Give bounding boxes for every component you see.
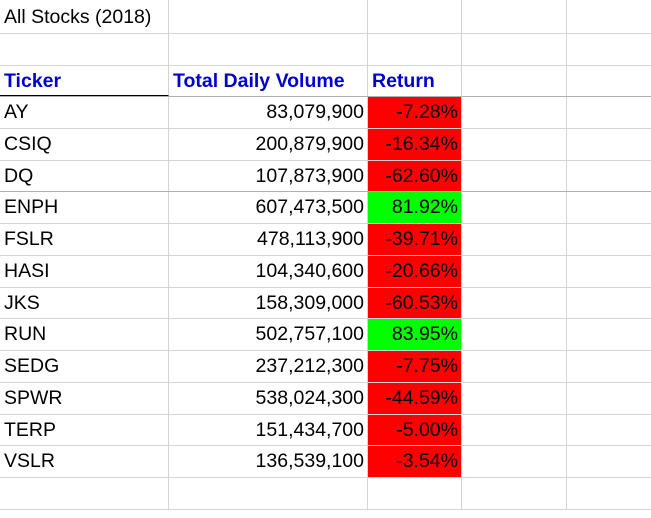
cell-a-last[interactable] — [0, 478, 169, 509]
empty-row-bottom — [0, 478, 651, 510]
return-cell[interactable]: -60.53% — [368, 288, 462, 318]
ticker-cell[interactable]: JKS — [0, 288, 169, 318]
volume-cell[interactable]: 538,024,300 — [169, 383, 368, 414]
cell-a1[interactable] — [0, 0, 169, 33]
cell-e1[interactable] — [567, 0, 651, 33]
empty-cell[interactable] — [567, 288, 651, 318]
cell-d1[interactable] — [462, 0, 567, 33]
return-header[interactable]: Return — [368, 66, 462, 96]
empty-cell[interactable] — [567, 319, 651, 350]
empty-cell[interactable] — [567, 97, 651, 128]
empty-cell[interactable] — [462, 129, 567, 160]
volume-cell[interactable]: 607,473,500 — [169, 192, 368, 223]
empty-row — [0, 34, 651, 66]
header-row: Ticker Total Daily Volume Return — [0, 66, 651, 97]
ticker-header[interactable]: Ticker — [0, 66, 169, 96]
table-row: HASI 104,340,600 -20.66% — [0, 256, 651, 288]
empty-cell[interactable] — [462, 97, 567, 128]
volume-cell[interactable]: 502,757,100 — [169, 319, 368, 350]
return-cell[interactable]: -16.34% — [368, 129, 462, 160]
empty-cell[interactable] — [462, 319, 567, 350]
volume-cell[interactable]: 478,113,900 — [169, 224, 368, 255]
table-row: SEDG 237,212,300 -7.75% — [0, 351, 651, 383]
cell-d-last[interactable] — [462, 478, 567, 509]
table-row: SPWR 538,024,300 -44.59% — [0, 383, 651, 415]
ticker-cell[interactable]: DQ — [0, 161, 169, 191]
table-row: VSLR 136,539,100 -3.54% — [0, 446, 651, 478]
empty-cell[interactable] — [567, 256, 651, 287]
volume-cell[interactable]: 237,212,300 — [169, 351, 368, 382]
ticker-cell[interactable]: HASI — [0, 256, 169, 287]
cell-d2[interactable] — [462, 34, 567, 65]
cell-b1[interactable] — [169, 0, 368, 33]
table-row: TERP 151,434,700 -5.00% — [0, 415, 651, 446]
volume-cell[interactable]: 83,079,900 — [169, 97, 368, 128]
table-row: JKS 158,309,000 -60.53% — [0, 288, 651, 319]
cell-c-last[interactable] — [368, 478, 462, 509]
cell-a2[interactable] — [0, 34, 169, 65]
empty-cell[interactable] — [567, 129, 651, 160]
volume-cell[interactable]: 200,879,900 — [169, 129, 368, 160]
empty-cell[interactable] — [462, 161, 567, 191]
table-row: FSLR 478,113,900 -39.71% — [0, 224, 651, 256]
return-cell[interactable]: -7.75% — [368, 351, 462, 382]
empty-cell[interactable] — [462, 224, 567, 255]
ticker-cell[interactable]: ENPH — [0, 192, 169, 223]
ticker-cell[interactable]: TERP — [0, 415, 169, 445]
return-cell[interactable]: 81.92% — [368, 192, 462, 223]
sheet-title[interactable]: All Stocks (2018) — [4, 6, 152, 28]
table-row: DQ 107,873,900 -62.60% — [0, 161, 651, 192]
empty-cell[interactable] — [567, 192, 651, 223]
empty-cell[interactable] — [567, 224, 651, 255]
empty-cell[interactable] — [462, 256, 567, 287]
empty-cell[interactable] — [462, 383, 567, 414]
ticker-cell[interactable]: RUN — [0, 319, 169, 350]
return-cell[interactable]: -62.60% — [368, 161, 462, 191]
ticker-cell[interactable]: AY — [0, 97, 169, 128]
empty-cell[interactable] — [567, 446, 651, 477]
return-cell[interactable]: -5.00% — [368, 415, 462, 445]
empty-cell[interactable] — [462, 415, 567, 445]
volume-cell[interactable]: 158,309,000 — [169, 288, 368, 318]
cell-c1[interactable] — [368, 0, 462, 33]
cell-d3[interactable] — [462, 66, 567, 96]
table-row: AY 83,079,900 -7.28% — [0, 97, 651, 129]
cell-c2[interactable] — [368, 34, 462, 65]
volume-cell[interactable]: 136,539,100 — [169, 446, 368, 477]
ticker-cell[interactable]: FSLR — [0, 224, 169, 255]
cell-e-last[interactable] — [567, 478, 651, 509]
empty-cell[interactable] — [462, 192, 567, 223]
table-row: ENPH 607,473,500 81.92% — [0, 192, 651, 224]
empty-cell[interactable] — [567, 351, 651, 382]
cell-e2[interactable] — [567, 34, 651, 65]
return-cell[interactable]: -44.59% — [368, 383, 462, 414]
volume-cell[interactable]: 104,340,600 — [169, 256, 368, 287]
empty-cell[interactable] — [567, 383, 651, 414]
return-cell[interactable]: 83.95% — [368, 319, 462, 350]
empty-cell[interactable] — [462, 351, 567, 382]
empty-cell[interactable] — [567, 161, 651, 191]
cell-b2[interactable] — [169, 34, 368, 65]
table-row: CSIQ 200,879,900 -16.34% — [0, 129, 651, 161]
empty-cell[interactable] — [567, 415, 651, 445]
volume-header[interactable]: Total Daily Volume — [169, 66, 368, 96]
return-cell[interactable]: -39.71% — [368, 224, 462, 255]
ticker-cell[interactable]: SPWR — [0, 383, 169, 414]
return-cell[interactable]: -7.28% — [368, 97, 462, 128]
volume-cell[interactable]: 107,873,900 — [169, 161, 368, 191]
title-row: All Stocks (2018) — [0, 0, 651, 34]
return-cell[interactable]: -20.66% — [368, 256, 462, 287]
return-cell[interactable]: -3.54% — [368, 446, 462, 477]
ticker-cell[interactable]: CSIQ — [0, 129, 169, 160]
cell-b-last[interactable] — [169, 478, 368, 509]
cell-e3[interactable] — [567, 66, 651, 96]
ticker-cell[interactable]: VSLR — [0, 446, 169, 477]
ticker-cell[interactable]: SEDG — [0, 351, 169, 382]
empty-cell[interactable] — [462, 446, 567, 477]
empty-cell[interactable] — [462, 288, 567, 318]
table-row: RUN 502,757,100 83.95% — [0, 319, 651, 351]
volume-cell[interactable]: 151,434,700 — [169, 415, 368, 445]
